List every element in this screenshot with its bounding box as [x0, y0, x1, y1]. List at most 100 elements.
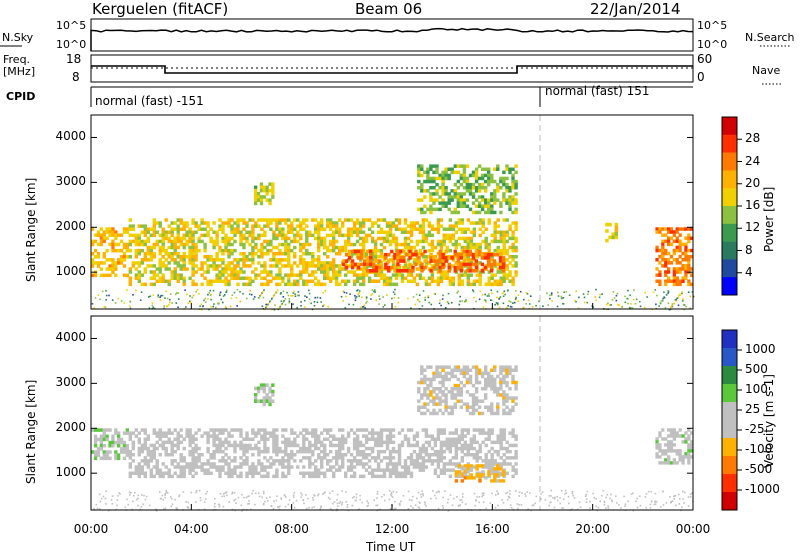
vel-noise-dot: [241, 510, 243, 512]
power-echo-cell: [158, 270, 162, 274]
vel-echo-cell: [254, 443, 258, 448]
vel-noise-dot: [336, 502, 339, 505]
vel-echo-cell: [379, 474, 384, 479]
vel-echo-cell: [388, 431, 393, 435]
power-echo-cell: [687, 254, 691, 259]
vel-echo-cell: [505, 368, 509, 372]
vel-echo-cell: [191, 462, 195, 466]
vel-noise-dot: [367, 502, 370, 504]
power-echo-cell: [290, 230, 294, 234]
power-echo-cell: [379, 255, 384, 259]
power-echo-cell: [418, 224, 423, 228]
power-noise-dot: [517, 300, 519, 302]
power-echo-cell: [278, 230, 282, 234]
vel-echo-cell: [341, 456, 345, 460]
vel-echo-cell: [499, 368, 503, 372]
vel-echo-cell: [293, 437, 297, 441]
power-echo-cell: [314, 258, 318, 262]
power-echo-cell: [412, 276, 417, 280]
power-echo-cell: [451, 224, 455, 228]
power-echo-cell: [499, 210, 503, 215]
vel-noise-dot: [665, 502, 668, 504]
power-echo-cell: [302, 242, 306, 247]
velocity-noise-dots: [93, 489, 694, 512]
power-echo-cell: [502, 279, 506, 283]
vel-echo-cell: [484, 368, 488, 372]
vel-echo-cell: [493, 473, 497, 477]
power-echo-cell: [471, 269, 476, 273]
vel-echo-cell: [257, 431, 261, 435]
vel-echo-cell: [275, 446, 279, 451]
power-echo-cell: [678, 279, 682, 283]
power-echo-cell: [212, 242, 216, 247]
power-echo-cell: [335, 221, 339, 225]
vel-echo-cell: [472, 476, 476, 480]
power-echo-cell: [483, 265, 488, 270]
power-echo-cell: [456, 265, 460, 270]
vel-echo-cell: [672, 449, 676, 453]
vel-noise-dot: [331, 490, 334, 492]
power-echo-cell: [275, 282, 279, 287]
vel-echo-cell: [444, 393, 448, 397]
vel-echo-cell: [394, 471, 399, 475]
vel-echo-cell: [487, 383, 491, 388]
power-echo-cell: [117, 261, 121, 265]
power-echo-cell: [447, 192, 451, 196]
vel-echo-cell: [188, 431, 192, 435]
vel-echo-cell: [326, 453, 330, 457]
power-echo-cell: [376, 218, 381, 222]
power-echo-cell: [335, 230, 339, 234]
power-echo-cell: [456, 170, 460, 175]
power-noise-dot: [617, 303, 619, 306]
vel-noise-dot: [288, 499, 291, 501]
power-echo-cell: [465, 189, 470, 193]
power-echo-cell: [299, 276, 303, 280]
power-echo-cell: [299, 236, 303, 241]
power-echo-cell: [448, 218, 452, 222]
power-echo-cell: [281, 242, 285, 247]
power-echo-cell: [432, 256, 436, 260]
vel-echo-cell: [658, 431, 662, 435]
power-echo-cell: [164, 248, 168, 253]
vel-noise-dot: [461, 501, 464, 504]
power-echo-cell: [91, 239, 95, 244]
power-noise-dot: [529, 295, 532, 297]
vel-echo-cell: [436, 428, 441, 432]
vel-echo-cell: [448, 468, 452, 472]
power-echo-cell: [278, 252, 282, 256]
power-echo-cell: [435, 164, 439, 168]
vel-echo-cell: [227, 462, 231, 466]
power-echo-cell: [424, 279, 429, 283]
vel-echo-cell: [242, 459, 246, 463]
power-noise-dot: [382, 306, 385, 308]
vel-noise-dot: [585, 501, 588, 503]
vel-echo-cell: [230, 443, 234, 448]
power-echo-cell: [91, 242, 95, 247]
power-echo-cell: [436, 239, 441, 244]
power-echo-cell: [454, 245, 458, 250]
vel-echo-cell: [436, 456, 441, 460]
power-echo-cell: [152, 242, 156, 247]
vel-echo-cell: [117, 440, 121, 445]
power-echo-cell: [361, 282, 366, 287]
power-noise-dot: [675, 298, 677, 301]
power-echo-cell: [481, 221, 485, 225]
power-noise-dot: [523, 298, 525, 301]
vel-echo-cell: [341, 428, 345, 432]
vel-noise-dot: [624, 505, 626, 508]
vel-noise-dot: [412, 495, 414, 498]
power-echo-cell: [394, 227, 399, 231]
vel-noise-dot: [447, 498, 450, 501]
power-echo-cell: [421, 255, 426, 259]
vel-echo-cell: [119, 450, 124, 454]
power-echo-cell: [164, 264, 168, 268]
vel-echo-cell: [212, 434, 216, 438]
power-echo-cell: [424, 233, 429, 238]
power-noise-dot: [451, 301, 453, 304]
vel-echo-cell: [448, 462, 452, 466]
vel-echo-cell: [194, 431, 198, 435]
power-echo-cell: [263, 230, 267, 234]
power-echo-cell: [421, 276, 426, 280]
vel-echo-cell: [505, 393, 509, 397]
power-echo-cell: [675, 245, 679, 250]
